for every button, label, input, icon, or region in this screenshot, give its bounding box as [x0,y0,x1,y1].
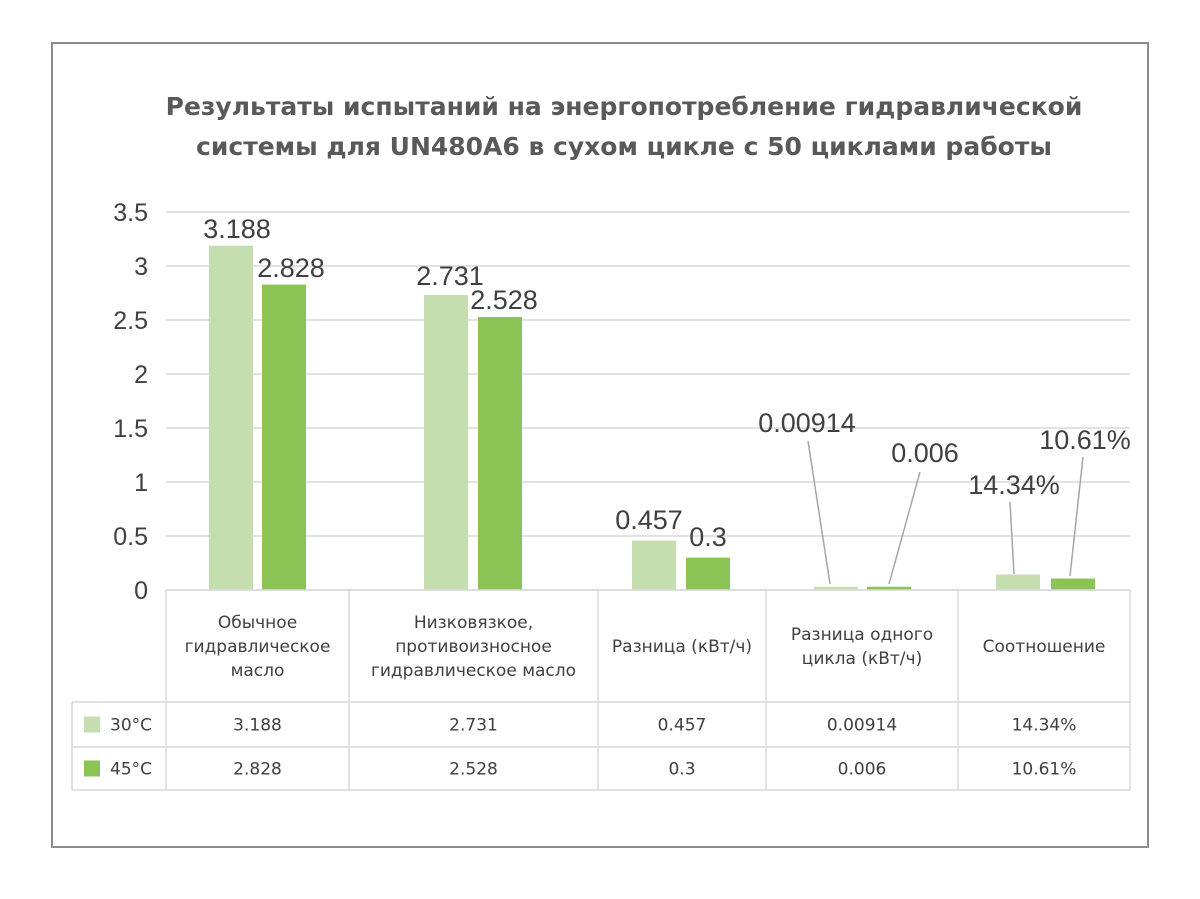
y-tick-label: 0 [134,577,148,605]
table-cell: 3.188 [233,716,282,736]
category-label: Соотношение [983,637,1106,657]
data-label: 14.34% [968,470,1060,500]
bar [996,574,1040,590]
table-cell: 2.828 [233,760,282,780]
chart-title-line-2: системы для UN480A6 в сухом цикле с 50 ц… [196,132,1052,161]
data-label: 0.457 [615,505,683,535]
data-label: 0.00914 [758,408,856,438]
table-cell: 2.528 [449,760,498,780]
data-label: 2.828 [257,253,325,283]
bar [478,316,522,590]
category-label: Разница одного цикла (кВт/ч) [791,625,933,669]
bar [814,586,858,590]
bar [686,557,730,590]
gridlines [166,211,1130,591]
leader-line [888,471,921,585]
y-tick-label: 2 [134,361,148,389]
data-label: 2.731 [416,261,484,291]
chart-frame: Результаты испытаний на энергопотреблени… [51,42,1149,848]
bar [424,295,468,590]
bar [632,540,676,590]
y-tick-label: 3 [134,253,148,281]
legend-label: 30°C [110,716,152,736]
legend-swatch [84,716,100,733]
table-cell: 0.3 [668,760,695,780]
data-label: 10.61% [1039,425,1131,455]
bars [209,245,1095,591]
data-label: 0.3 [689,522,727,552]
table-cell: 0.006 [838,760,887,780]
leader-line [1009,501,1015,575]
legend-label: 45°C [110,760,152,780]
y-tick-label: 1 [134,469,148,497]
leader-line [1069,456,1084,577]
y-tick-label: 2.5 [113,307,148,335]
bar [209,245,253,591]
y-tick-label: 0.5 [113,523,148,551]
bar [1051,578,1095,590]
table-cell: 10.61% [1012,760,1077,780]
table-cell: 2.731 [449,716,498,736]
category-label: Разница (кВт/ч) [612,637,752,657]
data-labels: 3.188 2.731 0.457 0.00914 14.34% 2.828 2.528 0.… [203,214,1131,552]
legend-swatch [84,760,100,777]
data-label: 0.006 [891,438,959,468]
category-label: Обычное гидравлическое масло [185,613,331,681]
y-tick-label: 3.5 [113,199,148,227]
chart-title-line-1: Результаты испытаний на энергопотреблени… [166,92,1083,121]
y-axis-tick-labels: 0 0.5 1 1.5 2 2.5 3 3.5 [113,199,148,605]
data-label: 2.528 [470,285,538,315]
chart-svg: Результаты испытаний на энергопотреблени… [71,92,1131,791]
bar [262,284,306,590]
leader-line [807,440,831,585]
table-cell: 0.00914 [827,716,897,736]
data-table: Обычное гидравлическое масло Низковязкое, пр… [71,589,1131,791]
y-tick-label: 1.5 [113,415,148,443]
leader-lines [807,440,1084,585]
bar [867,586,911,590]
table-cell: 0.457 [658,716,707,736]
category-label: Низковязкое, противоизносное гидравлическо… [371,613,576,681]
table-cell: 14.34% [1012,716,1077,736]
data-label: 3.188 [203,214,271,244]
